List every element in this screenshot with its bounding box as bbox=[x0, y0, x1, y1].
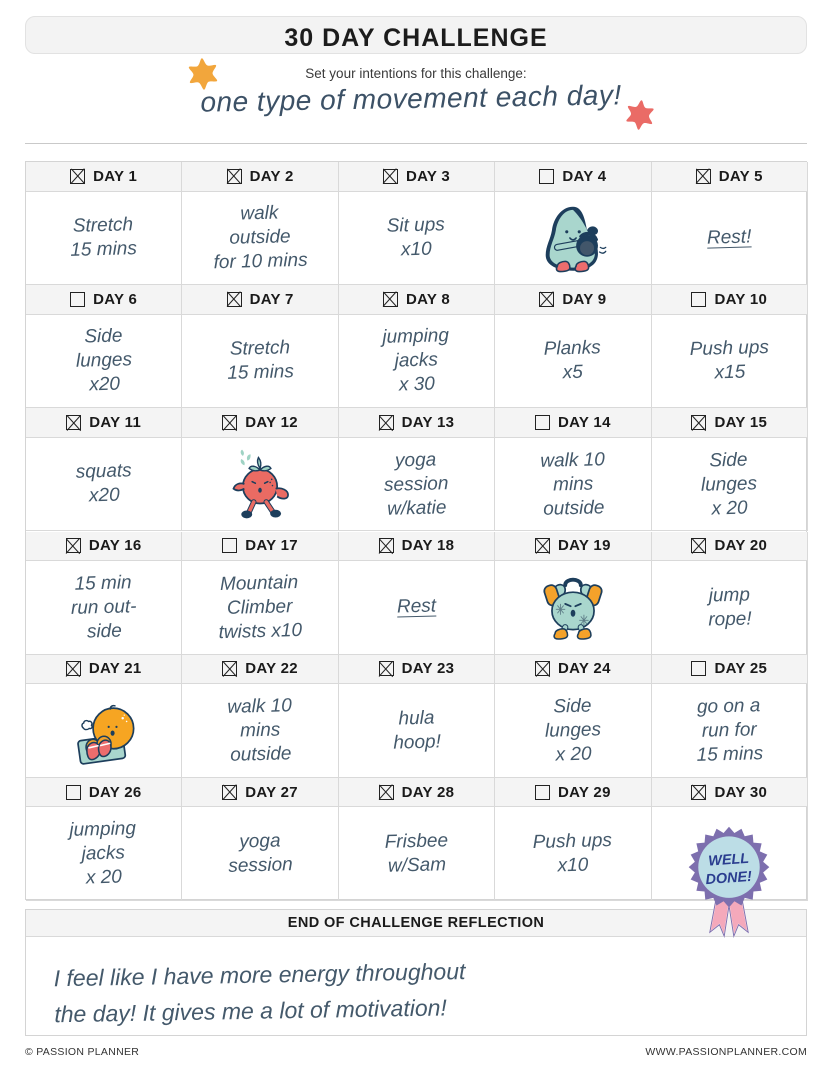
svg-text:DONE!: DONE! bbox=[705, 869, 753, 888]
svg-text:WELL: WELL bbox=[708, 851, 750, 870]
